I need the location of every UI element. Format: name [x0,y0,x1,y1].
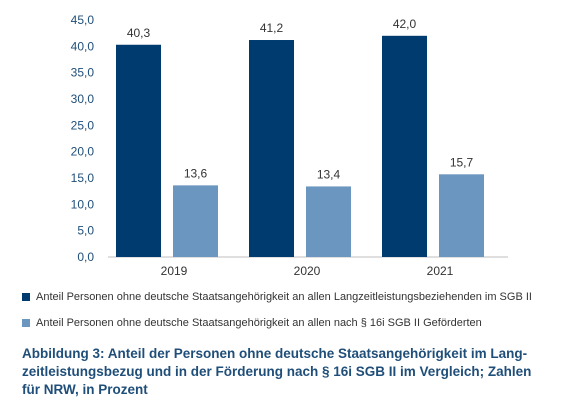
bar-16i-2019 [173,185,218,257]
x-tick-label: 2020 [294,264,321,278]
y-tick-label: 0,0 [77,250,94,264]
bar-16i-2020 [306,186,351,257]
y-tick-label: 35,0 [71,66,95,80]
bar-16i-2021 [439,174,484,257]
data-label: 42,0 [393,17,417,31]
y-tick-label: 40,0 [71,39,95,53]
y-tick-label: 25,0 [71,118,95,132]
x-axis: 2019 2020 2021 [161,264,454,278]
bar-langzeit-2021 [382,35,427,257]
data-label: 13,4 [317,167,341,181]
legend-item-langzeit: Anteil Personen ohne deutsche Staatsange… [22,291,532,303]
caption-line-1: Abbildung 3: Anteil der Personen ohne de… [22,346,528,361]
x-tick-label: 2021 [427,264,454,278]
bar-langzeit-2019 [116,44,161,258]
y-tick-label: 45,0 [71,13,95,27]
y-axis: 0,0 5,0 10,0 15,0 20,0 25,0 30,0 35,0 40,0 45,0 [71,13,95,264]
legend-label-langzeit: Anteil Personen ohne deutsche Staatsange… [36,291,532,303]
y-tick-label: 30,0 [71,92,95,106]
y-tick-label: 5,0 [77,224,94,238]
data-label: 41,2 [260,21,284,35]
x-tick-label: 2019 [161,264,188,278]
y-tick-label: 10,0 [71,197,95,211]
legend-swatch-langzeit [22,293,30,301]
data-label: 15,7 [450,155,474,169]
bar-langzeit-2020 [249,40,294,257]
bar-chart: 0,0 5,0 10,0 15,0 20,0 25,0 30,0 35,0 40,0 45,0 4… [71,13,508,278]
figure-caption: Abbildung 3: Anteil der Personen ohne de… [22,345,562,399]
legend-label-16i: Anteil Personen ohne deutsche Staatsange… [36,317,482,329]
caption-line-2: zeitleistungsbezug und in der Förderung … [22,364,532,379]
data-label: 40,3 [127,26,151,40]
y-tick-label: 20,0 [71,145,95,159]
bars: 40,3 13,6 41,2 13,4 42,0 15,7 [116,17,484,258]
caption-line-3: für NRW, in Prozent [22,382,148,397]
data-label: 13,6 [184,166,208,180]
legend-swatch-16i [22,319,30,327]
legend-item-16i: Anteil Personen ohne deutsche Staatsange… [22,317,482,329]
y-tick-label: 15,0 [71,171,95,185]
